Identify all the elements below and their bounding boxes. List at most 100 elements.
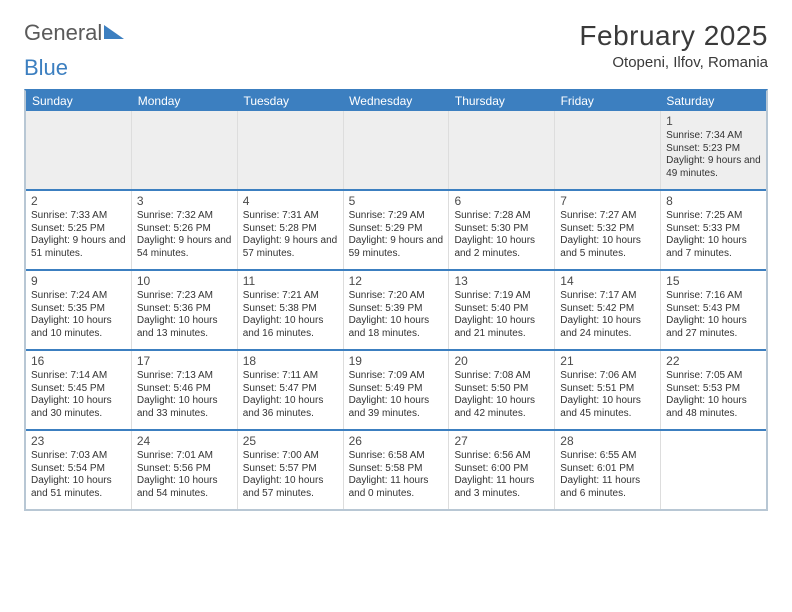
daylight-text: Daylight: 10 hours and 48 minutes. (666, 395, 761, 420)
sunset-text: Sunset: 5:28 PM (243, 223, 338, 236)
day-number: 14 (560, 274, 655, 289)
day-cell: 6Sunrise: 7:28 AMSunset: 5:30 PMDaylight… (449, 191, 555, 269)
day-number: 20 (454, 354, 549, 369)
day-cell: 25Sunrise: 7:00 AMSunset: 5:57 PMDayligh… (238, 431, 344, 509)
day-number: 3 (137, 194, 232, 209)
sunrise-text: Sunrise: 6:58 AM (349, 450, 444, 463)
day-cell: 10Sunrise: 7:23 AMSunset: 5:36 PMDayligh… (132, 271, 238, 349)
sunrise-text: Sunrise: 7:08 AM (454, 370, 549, 383)
day-cell (661, 431, 766, 509)
day-header: Monday (132, 91, 238, 111)
day-cell: 2Sunrise: 7:33 AMSunset: 5:25 PMDaylight… (26, 191, 132, 269)
sunset-text: Sunset: 5:51 PM (560, 383, 655, 396)
sunset-text: Sunset: 5:26 PM (137, 223, 232, 236)
sunrise-text: Sunrise: 7:17 AM (560, 290, 655, 303)
daylight-text: Daylight: 9 hours and 59 minutes. (349, 235, 444, 260)
day-number: 22 (666, 354, 761, 369)
day-header: Saturday (660, 91, 766, 111)
day-cell: 7Sunrise: 7:27 AMSunset: 5:32 PMDaylight… (555, 191, 661, 269)
sunset-text: Sunset: 5:39 PM (349, 303, 444, 316)
day-cell: 8Sunrise: 7:25 AMSunset: 5:33 PMDaylight… (661, 191, 766, 269)
sunrise-text: Sunrise: 7:06 AM (560, 370, 655, 383)
day-header: Sunday (26, 91, 132, 111)
daylight-text: Daylight: 10 hours and 2 minutes. (454, 235, 549, 260)
day-cell (555, 111, 661, 189)
sunset-text: Sunset: 5:57 PM (243, 463, 338, 476)
sunrise-text: Sunrise: 7:21 AM (243, 290, 338, 303)
sunset-text: Sunset: 5:23 PM (666, 143, 761, 156)
day-number: 21 (560, 354, 655, 369)
day-number: 17 (137, 354, 232, 369)
sunset-text: Sunset: 5:46 PM (137, 383, 232, 396)
day-number: 12 (349, 274, 444, 289)
day-number: 10 (137, 274, 232, 289)
sunset-text: Sunset: 5:56 PM (137, 463, 232, 476)
day-cell (132, 111, 238, 189)
sunset-text: Sunset: 5:33 PM (666, 223, 761, 236)
day-number: 18 (243, 354, 338, 369)
sunrise-text: Sunrise: 7:34 AM (666, 130, 761, 143)
daylight-text: Daylight: 10 hours and 27 minutes. (666, 315, 761, 340)
day-header: Wednesday (343, 91, 449, 111)
day-number: 27 (454, 434, 549, 449)
sunrise-text: Sunrise: 7:32 AM (137, 210, 232, 223)
sunrise-text: Sunrise: 7:31 AM (243, 210, 338, 223)
day-cell: 13Sunrise: 7:19 AMSunset: 5:40 PMDayligh… (449, 271, 555, 349)
daylight-text: Daylight: 10 hours and 16 minutes. (243, 315, 338, 340)
week-row: 9Sunrise: 7:24 AMSunset: 5:35 PMDaylight… (26, 269, 766, 349)
day-number: 11 (243, 274, 338, 289)
logo: General (24, 20, 124, 46)
sunset-text: Sunset: 6:01 PM (560, 463, 655, 476)
day-cell: 26Sunrise: 6:58 AMSunset: 5:58 PMDayligh… (344, 431, 450, 509)
sunrise-text: Sunrise: 7:19 AM (454, 290, 549, 303)
week-row: 2Sunrise: 7:33 AMSunset: 5:25 PMDaylight… (26, 189, 766, 269)
sunset-text: Sunset: 5:32 PM (560, 223, 655, 236)
sunset-text: Sunset: 5:30 PM (454, 223, 549, 236)
sunrise-text: Sunrise: 6:55 AM (560, 450, 655, 463)
sunrise-text: Sunrise: 7:05 AM (666, 370, 761, 383)
day-cell: 12Sunrise: 7:20 AMSunset: 5:39 PMDayligh… (344, 271, 450, 349)
sunrise-text: Sunrise: 7:25 AM (666, 210, 761, 223)
day-cell: 17Sunrise: 7:13 AMSunset: 5:46 PMDayligh… (132, 351, 238, 429)
day-cell: 28Sunrise: 6:55 AMSunset: 6:01 PMDayligh… (555, 431, 661, 509)
day-number: 7 (560, 194, 655, 209)
daylight-text: Daylight: 10 hours and 30 minutes. (31, 395, 126, 420)
daylight-text: Daylight: 10 hours and 36 minutes. (243, 395, 338, 420)
sunrise-text: Sunrise: 7:23 AM (137, 290, 232, 303)
daylight-text: Daylight: 10 hours and 5 minutes. (560, 235, 655, 260)
day-cell: 4Sunrise: 7:31 AMSunset: 5:28 PMDaylight… (238, 191, 344, 269)
sunrise-text: Sunrise: 7:20 AM (349, 290, 444, 303)
daylight-text: Daylight: 10 hours and 13 minutes. (137, 315, 232, 340)
day-number: 16 (31, 354, 126, 369)
logo-text-b: Blue (24, 55, 68, 80)
day-number: 13 (454, 274, 549, 289)
weeks-container: 1Sunrise: 7:34 AMSunset: 5:23 PMDaylight… (26, 111, 766, 509)
day-cell: 16Sunrise: 7:14 AMSunset: 5:45 PMDayligh… (26, 351, 132, 429)
day-cell: 3Sunrise: 7:32 AMSunset: 5:26 PMDaylight… (132, 191, 238, 269)
day-header: Friday (555, 91, 661, 111)
day-number: 26 (349, 434, 444, 449)
week-row: 23Sunrise: 7:03 AMSunset: 5:54 PMDayligh… (26, 429, 766, 509)
sunset-text: Sunset: 5:50 PM (454, 383, 549, 396)
day-header: Thursday (449, 91, 555, 111)
day-cell: 20Sunrise: 7:08 AMSunset: 5:50 PMDayligh… (449, 351, 555, 429)
day-header: Tuesday (237, 91, 343, 111)
day-number: 23 (31, 434, 126, 449)
sunset-text: Sunset: 5:25 PM (31, 223, 126, 236)
sunset-text: Sunset: 5:40 PM (454, 303, 549, 316)
day-cell: 15Sunrise: 7:16 AMSunset: 5:43 PMDayligh… (661, 271, 766, 349)
sunrise-text: Sunrise: 7:00 AM (243, 450, 338, 463)
day-cell (449, 111, 555, 189)
sunrise-text: Sunrise: 7:13 AM (137, 370, 232, 383)
day-cell: 1Sunrise: 7:34 AMSunset: 5:23 PMDaylight… (661, 111, 766, 189)
logo-triangle-icon (104, 25, 124, 39)
day-number: 2 (31, 194, 126, 209)
daylight-text: Daylight: 11 hours and 3 minutes. (454, 475, 549, 500)
sunset-text: Sunset: 5:36 PM (137, 303, 232, 316)
day-cell (26, 111, 132, 189)
sunrise-text: Sunrise: 7:27 AM (560, 210, 655, 223)
sunrise-text: Sunrise: 7:01 AM (137, 450, 232, 463)
daylight-text: Daylight: 10 hours and 39 minutes. (349, 395, 444, 420)
sunset-text: Sunset: 5:42 PM (560, 303, 655, 316)
day-cell: 14Sunrise: 7:17 AMSunset: 5:42 PMDayligh… (555, 271, 661, 349)
